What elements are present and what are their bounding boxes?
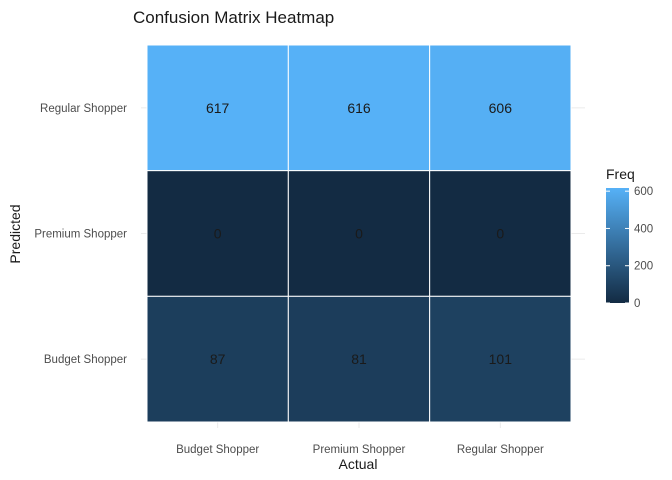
y-tick-label: Budget Shopper <box>44 354 127 366</box>
cell-labels: 617 616 606 0 0 0 87 81 101 <box>206 100 512 367</box>
cell-value-label: 81 <box>351 351 367 367</box>
color-legend: Freq 0 200 400 600 <box>606 166 653 310</box>
x-tick-label: Budget Shopper <box>176 444 259 456</box>
legend-title: Freq <box>606 166 635 182</box>
heatmap-cell <box>287 295 431 423</box>
legend-tick-label: 200 <box>634 261 653 273</box>
legend-tick-label: 600 <box>634 186 653 198</box>
y-axis-title: Predicted <box>7 204 23 263</box>
y-tick-labels: Budget Shopper Premium Shopper Regular Sho… <box>34 103 127 366</box>
chart-title: Confusion Matrix Heatmap <box>133 8 334 27</box>
legend-ticks: 0 200 400 600 <box>606 186 653 310</box>
legend-colorbar <box>606 188 629 303</box>
x-tick-label: Premium Shopper <box>313 444 406 456</box>
cell-value-label: 101 <box>489 351 513 367</box>
heatmap-cell <box>146 295 289 423</box>
heatmap-cells <box>146 44 572 423</box>
x-tick-labels: Budget Shopper Premium Shopper Regular Sho… <box>176 444 544 456</box>
heatmap-cell <box>429 44 572 172</box>
x-tick-label: Regular Shopper <box>457 444 544 456</box>
legend-tick-label: 400 <box>634 223 653 235</box>
cell-value-label: 0 <box>496 226 504 242</box>
cell-value-label: 0 <box>214 226 222 242</box>
heatmap-cell <box>146 170 289 297</box>
cell-value-label: 606 <box>489 100 513 116</box>
cell-value-label: 616 <box>347 100 371 116</box>
y-tick-label: Premium Shopper <box>34 229 127 241</box>
y-tick-label: Regular Shopper <box>40 103 127 115</box>
cell-value-label: 617 <box>206 100 230 116</box>
heatmap-cell <box>429 170 572 297</box>
cell-value-label: 87 <box>210 351 226 367</box>
x-axis-title: Actual <box>339 456 378 472</box>
heatmap-cell <box>429 295 572 423</box>
legend-tick-label: 0 <box>634 298 640 310</box>
cell-value-label: 0 <box>355 226 363 242</box>
heatmap-cell <box>287 170 431 297</box>
